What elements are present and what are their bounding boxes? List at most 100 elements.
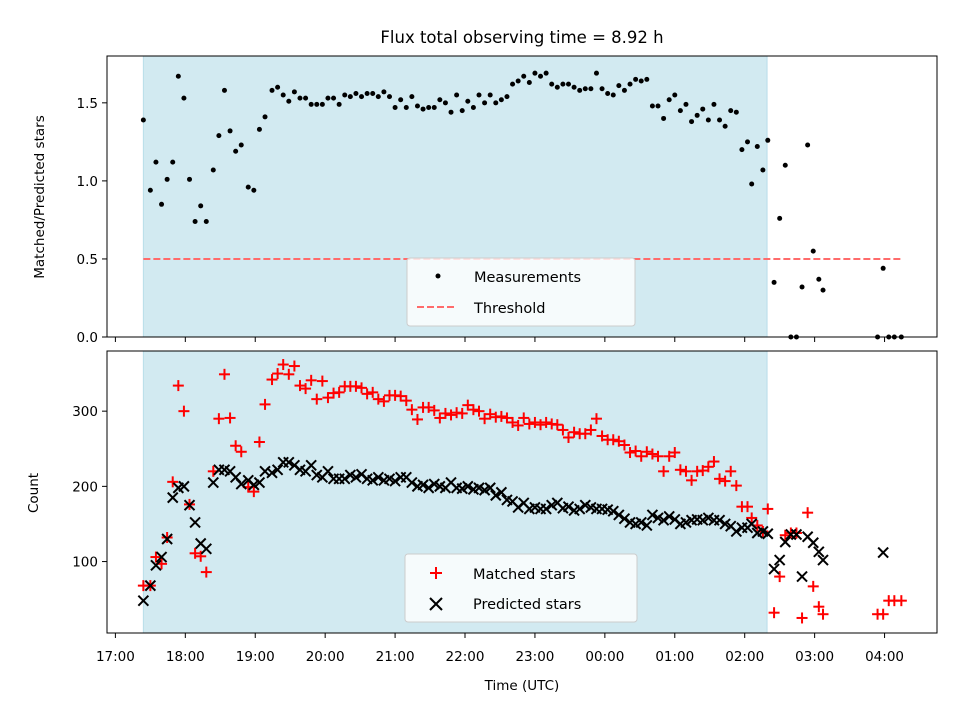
measurement-point [510,81,516,87]
predicted-star-point [372,471,385,484]
measurement-point [717,117,723,123]
measurement-point [275,84,281,90]
measurement-point [459,108,465,114]
measurement-point [538,73,544,79]
threshold-legend-label: Threshold [473,301,545,317]
measurement-point [297,95,303,101]
matched-star-point [467,404,479,416]
measurement-point [549,81,555,87]
matched-star-point [585,424,597,436]
matched-star-point [316,375,328,387]
matched-star-point [702,461,714,473]
matched-star-point [473,405,485,417]
measurement-point [164,176,170,182]
predicted-star-point [713,514,726,526]
measurement-point [521,73,527,79]
matched-star-point [535,419,547,431]
measurement-point [187,176,193,182]
matched-star-point [557,424,569,436]
matched-star-point [895,595,907,607]
measurement-point [728,108,734,114]
matched-star-point [579,428,591,440]
predicted-star-point [137,594,150,607]
measurement-point [470,105,476,111]
matched-star-point [253,436,265,448]
matched-star-point [178,405,190,417]
measurement-point [711,101,717,107]
matched-star-point [635,450,647,462]
measurement-point [627,81,633,87]
y-tick-label: 100 [72,555,98,571]
top-plot-frame [106,55,938,338]
matched-star-point [277,359,289,371]
predicted-star-point [490,489,502,502]
bottom-x-axis: 17:00 18:00 19:00 20:00 21:00 22:00 23:00 00:00… [96,633,904,665]
matched-star-point [462,399,474,411]
predicted-star-point [305,459,317,472]
matched-star-point [540,416,552,428]
predicted-star-point [283,456,295,469]
measurement-point [782,162,788,168]
matched-star-point [719,475,731,487]
y-tick-label: 300 [72,404,98,420]
matched-star-point [529,416,541,428]
matched-star-point [224,412,236,424]
measurement-point [364,90,370,96]
measurement-point [526,80,532,86]
predicted-star-point [178,480,190,493]
predicted-star-point [796,570,808,583]
matched-star-point [877,608,889,620]
matched-star-point [218,368,230,380]
predicted-star-point [484,482,496,494]
measurement-point [515,78,521,84]
predicted-star-point [389,475,401,487]
y-tick-label: 200 [72,479,98,495]
matched-star-point [518,412,530,424]
top-panel: 0.0 0.5 1.0 1.5 Matched/Predicted stars Mea… [32,55,938,346]
predicted-star-point [790,528,803,541]
measurement-point [159,201,165,207]
matched-star-point [294,380,306,392]
x-tick-label: 03:00 [795,649,834,665]
predicted-stars-series [137,456,889,607]
matched-star-point [195,550,207,562]
top-legend: Measurements Threshold [406,257,636,327]
measurement-point [638,78,644,84]
measurement-point [442,100,448,106]
predicted-star-point [155,551,168,563]
measurement-point [689,119,695,125]
y-tick-label: 1.5 [77,96,98,112]
predicted-star-point [657,514,670,526]
matched-star-point [311,393,323,405]
measurement-point [493,100,499,106]
matched-star-point [512,419,524,431]
measurement-point [437,97,443,103]
measurement-point [582,86,588,92]
matched-star-point [283,368,295,380]
matched-star-point [372,393,384,405]
measurement-point [694,112,700,118]
x-tick-label: 04:00 [865,649,904,665]
matched-star-point [248,486,260,498]
x-tick-label: 18:00 [166,649,205,665]
matched-star-point [395,390,407,402]
measurement-point [140,117,146,123]
matched-star-point [272,368,284,380]
matched-star-point [288,360,300,372]
measurement-point [448,109,454,115]
measurement-point [593,70,599,76]
predicted-star-point [618,512,631,525]
matched-star-point [641,446,653,458]
measurement-point [820,287,826,293]
matched-star-point [652,450,664,462]
matched-star-point [607,434,619,446]
matched-star-point [725,465,737,477]
matched-star-point [259,398,271,410]
measurement-point [810,248,816,254]
matched-star-point [807,580,819,592]
measurement-point [739,147,745,153]
predicted-star-point [150,559,162,572]
predicted-star-point [613,509,625,521]
predicted-star-point [495,486,508,499]
matched-star-point [434,412,446,424]
